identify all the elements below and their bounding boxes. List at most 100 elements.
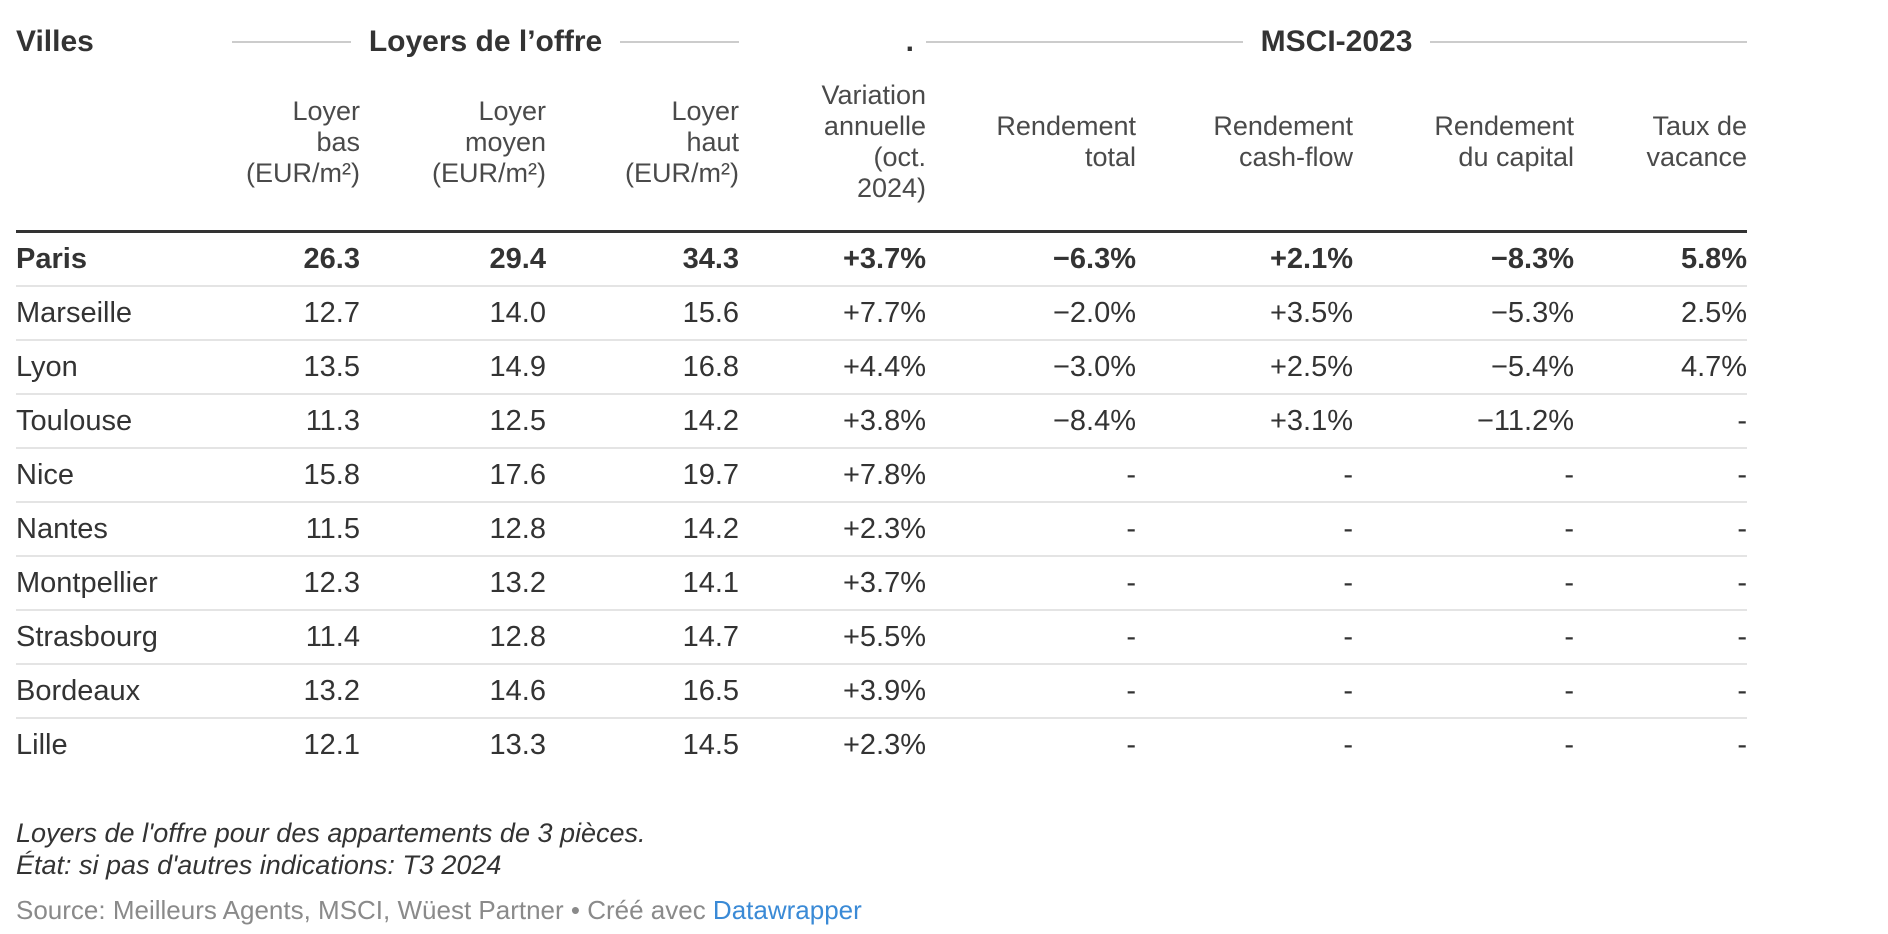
value-cell: 11.5 (305, 512, 360, 545)
value-cell: −3.0% (1052, 350, 1137, 383)
value-cell: - (1343, 458, 1354, 491)
value-cell: +4.4% (842, 350, 927, 383)
group-divider-line (232, 41, 351, 43)
value-cell: −8.3% (1490, 242, 1575, 275)
value-cell: - (1564, 728, 1575, 761)
table-row-nice: Nice 15.8 17.6 19.7 +7.8% - - - - (16, 448, 1748, 502)
value-cell: −5.3% (1490, 296, 1575, 329)
group-divider-line (926, 41, 1243, 43)
value-cell: 12.3 (303, 566, 360, 599)
value-cell: −8.4% (1052, 404, 1137, 437)
value-cell: +7.8% (842, 458, 927, 491)
column-header-row: Loyer bas (EUR/m²) Loyer moyen (EUR/m²) … (16, 64, 1748, 232)
value-cell: 12.8 (489, 620, 546, 653)
table-row-strasbourg: Strasbourg 11.4 12.8 14.7 +5.5% - - - - (16, 610, 1748, 664)
value-cell: 14.2 (682, 404, 740, 437)
city-cell: Lille (16, 728, 68, 761)
value-cell: - (1126, 566, 1137, 599)
value-cell: - (1564, 512, 1575, 545)
value-cell: +3.7% (842, 566, 927, 599)
dot-group-header: . (905, 25, 915, 58)
value-cell: - (1737, 458, 1748, 491)
value-cell: - (1126, 728, 1137, 761)
value-cell: 19.7 (682, 458, 740, 491)
source-text: Source: Meilleurs Agents, MSCI, Wüest Pa… (16, 895, 713, 925)
value-cell: +3.9% (842, 674, 927, 707)
value-cell: - (1126, 512, 1137, 545)
msci-group-wrap: MSCI-2023 (926, 25, 1748, 59)
value-cell: 13.2 (489, 566, 546, 599)
value-cell: 14.0 (489, 296, 546, 329)
col-header-loyer-moyen: Loyer moyen (EUR/m²) (432, 95, 546, 188)
value-cell: 34.3 (682, 242, 740, 275)
city-cell: Nice (16, 458, 75, 491)
value-cell: - (1126, 620, 1137, 653)
value-cell: 4.7% (1680, 350, 1748, 383)
datawrapper-link[interactable]: Datawrapper (712, 895, 862, 925)
value-cell: - (1343, 512, 1354, 545)
value-cell: - (1564, 458, 1575, 491)
rent-table: Villes Loyers de l’offre . MSCI-2023 (16, 20, 1748, 771)
group-divider-line (1430, 41, 1748, 43)
value-cell: - (1737, 404, 1748, 437)
value-cell: 14.6 (489, 674, 546, 707)
value-cell: +2.1% (1269, 242, 1354, 275)
footnote-line-1: Loyers de l'offre pour des appartements … (16, 818, 646, 848)
city-cell: Montpellier (16, 566, 158, 599)
loyers-group-label: Loyers de l’offre (368, 25, 603, 58)
value-cell: 13.3 (489, 728, 546, 761)
table-row-bordeaux: Bordeaux 13.2 14.6 16.5 +3.9% - - - - (16, 664, 1748, 718)
value-cell: 16.8 (682, 350, 740, 383)
value-cell: −6.3% (1052, 242, 1137, 275)
value-cell: - (1126, 458, 1137, 491)
value-cell: - (1737, 674, 1748, 707)
value-cell: - (1737, 566, 1748, 599)
footnote-line-2: État: si pas d'autres indications: T3 20… (16, 850, 502, 880)
table-row-lyon: Lyon 13.5 14.9 16.8 +4.4% −3.0% +2.5% −5… (16, 340, 1748, 394)
city-cell: Toulouse (16, 404, 133, 437)
value-cell: −2.0% (1052, 296, 1137, 329)
value-cell: - (1564, 620, 1575, 653)
value-cell: 14.2 (682, 512, 740, 545)
value-cell: - (1737, 620, 1748, 653)
table-row-lille: Lille 12.1 13.3 14.5 +2.3% - - - - (16, 718, 1747, 771)
city-cell: Strasbourg (16, 620, 158, 653)
value-cell: +7.7% (842, 296, 927, 329)
value-cell: 2.5% (1680, 296, 1748, 329)
value-cell: +3.1% (1269, 404, 1354, 437)
table-row-nantes: Nantes 11.5 12.8 14.2 +2.3% - - - - (16, 502, 1748, 556)
footer: Loyers de l'offre pour des appartements … (16, 817, 1747, 925)
value-cell: 17.6 (489, 458, 546, 491)
value-cell: 13.2 (303, 674, 360, 707)
value-cell: 14.7 (682, 620, 740, 653)
city-cell: Bordeaux (16, 674, 141, 707)
value-cell: +2.5% (1269, 350, 1354, 383)
value-cell: 11.3 (305, 404, 360, 437)
city-cell: Marseille (16, 296, 133, 329)
col-header-rendement-cash-flow: Rendement cash-flow (1213, 111, 1354, 172)
value-cell: +2.3% (842, 728, 927, 761)
col-header-villes-spacer (16, 64, 232, 232)
value-cell: +3.8% (842, 404, 927, 437)
value-cell: 11.4 (305, 620, 360, 653)
value-cell: 12.1 (303, 728, 360, 761)
value-cell: 14.9 (489, 350, 546, 383)
loyers-group-header: Loyers de l’offre (232, 20, 740, 64)
value-cell: - (1343, 620, 1354, 653)
value-cell: +2.3% (842, 512, 927, 545)
value-cell: - (1737, 512, 1748, 545)
value-cell: 16.5 (682, 674, 740, 707)
table-row-montpellier: Montpellier 12.3 13.2 14.1 +3.7% - - - - (16, 556, 1748, 610)
value-cell: - (1564, 566, 1575, 599)
city-cell: Paris (16, 242, 87, 275)
value-cell: - (1737, 728, 1748, 761)
value-cell: 14.1 (682, 566, 740, 599)
msci-group-label: MSCI-2023 (1260, 25, 1413, 58)
data-table-chart: Villes Loyers de l’offre . MSCI-2023 (16, 20, 1748, 925)
group-divider-line (620, 41, 740, 43)
value-cell: −5.4% (1490, 350, 1575, 383)
villes-group-header: Villes (16, 25, 94, 58)
value-cell: +3.5% (1269, 296, 1354, 329)
value-cell: - (1564, 674, 1575, 707)
city-cell: Lyon (16, 350, 78, 383)
